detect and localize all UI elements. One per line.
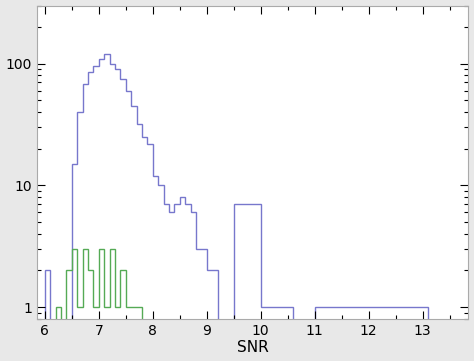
X-axis label: SNR: SNR (237, 340, 268, 356)
